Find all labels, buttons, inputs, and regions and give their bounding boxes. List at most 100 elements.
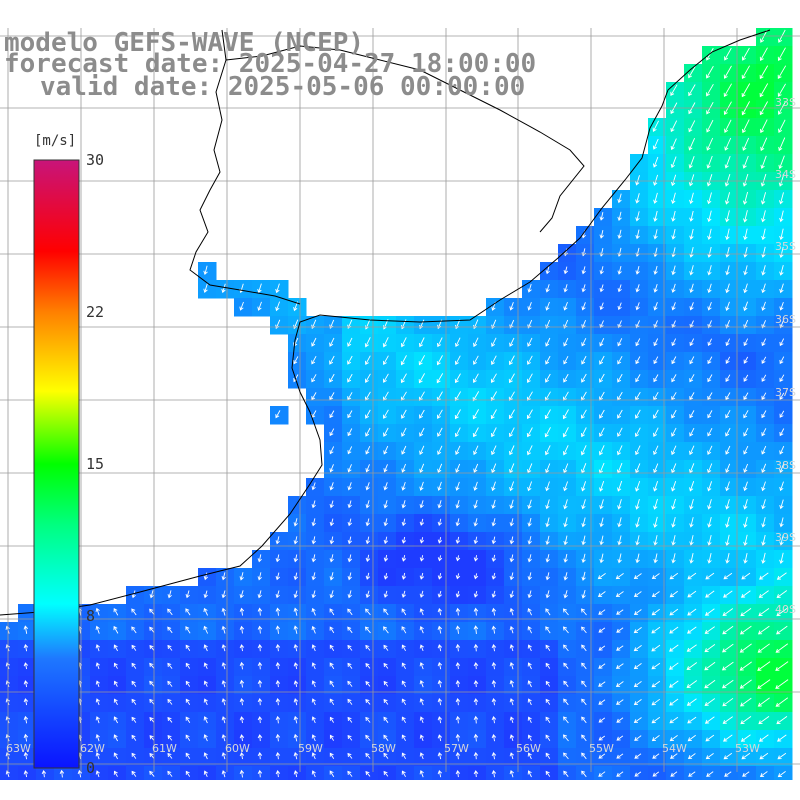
wind-arrow bbox=[167, 662, 173, 669]
wind-speed-cell bbox=[396, 424, 415, 443]
wind-speed-cell bbox=[522, 424, 541, 443]
wind-speed-cell bbox=[216, 280, 235, 299]
wind-arrow bbox=[686, 698, 697, 706]
wind-speed-cell bbox=[612, 424, 631, 443]
colorbar-tick-30: 30 bbox=[86, 151, 105, 169]
wind-arrow bbox=[741, 47, 750, 61]
wind-arrow bbox=[617, 302, 622, 311]
wind-arrow bbox=[275, 572, 281, 581]
wind-arrow bbox=[761, 228, 766, 241]
wind-arrow bbox=[347, 464, 352, 473]
wind-speed-cell bbox=[684, 622, 703, 641]
wind-arrow bbox=[581, 680, 587, 688]
wind-arrow bbox=[329, 734, 334, 741]
wind-speed-cell bbox=[738, 730, 757, 749]
wind-speed-cell bbox=[702, 730, 721, 749]
wind-arrow bbox=[365, 500, 370, 509]
wind-arrow bbox=[329, 608, 335, 616]
wind-arrow bbox=[401, 752, 406, 760]
wind-arrow bbox=[257, 625, 263, 634]
wind-arrow bbox=[401, 500, 406, 509]
wind-arrow bbox=[491, 607, 497, 616]
wind-arrow bbox=[580, 445, 587, 456]
wind-arrow bbox=[597, 591, 606, 597]
wind-speed-cell bbox=[414, 370, 433, 389]
wind-arrow bbox=[113, 698, 118, 706]
wind-arrow bbox=[760, 173, 767, 187]
wind-arrow bbox=[167, 716, 173, 723]
wind-arrow bbox=[257, 572, 262, 581]
wind-speed-cell bbox=[756, 748, 775, 767]
wind-speed-cell bbox=[270, 640, 289, 659]
wind-speed-cell bbox=[612, 766, 631, 780]
wind-arrow bbox=[95, 644, 100, 652]
wind-arrow bbox=[329, 554, 334, 563]
wind-speed-cell bbox=[702, 370, 721, 389]
wind-arrow bbox=[653, 463, 659, 474]
wind-speed-cell bbox=[396, 316, 415, 335]
wind-speed-cell bbox=[630, 370, 649, 389]
wind-speed-cell bbox=[648, 424, 667, 443]
wind-speed-cell bbox=[432, 316, 451, 335]
wind-arrow bbox=[185, 698, 191, 705]
wind-arrow bbox=[617, 427, 623, 437]
wind-arrow bbox=[454, 355, 461, 366]
wind-speed-cell bbox=[558, 298, 577, 317]
wind-speed-cell bbox=[702, 154, 721, 173]
wind-speed-cell bbox=[666, 280, 685, 299]
wind-arrow bbox=[473, 463, 479, 473]
wind-speed-cell bbox=[378, 370, 397, 389]
colorbar-unit: [m/s] bbox=[34, 133, 77, 149]
wind-arrow bbox=[688, 138, 696, 151]
wind-speed-cell bbox=[378, 460, 397, 479]
wind-arrow bbox=[634, 735, 642, 741]
wind-arrow bbox=[599, 338, 605, 347]
wind-speed-cell bbox=[612, 622, 631, 641]
wind-arrow bbox=[581, 662, 587, 670]
wind-speed-cell bbox=[558, 370, 577, 389]
wind-arrow bbox=[722, 716, 733, 724]
wind-arrow bbox=[581, 571, 586, 581]
wind-speed-cell bbox=[270, 406, 289, 425]
wind-arrow bbox=[743, 481, 748, 492]
wind-arrow bbox=[437, 752, 443, 760]
wind-arrow bbox=[653, 174, 659, 186]
wind-arrow bbox=[509, 698, 514, 706]
wind-arrow bbox=[347, 680, 353, 687]
wind-speed-cell bbox=[666, 262, 685, 281]
wind-arrow bbox=[581, 626, 587, 634]
wind-speed-cell bbox=[450, 748, 469, 767]
wind-arrow bbox=[329, 572, 334, 581]
wind-speed-cell bbox=[468, 694, 487, 713]
wind-speed-cell bbox=[18, 622, 37, 641]
wind-arrow bbox=[563, 662, 569, 669]
wind-speed-cell bbox=[342, 370, 361, 389]
wind-arrow bbox=[779, 228, 784, 241]
wind-speed-cell bbox=[594, 640, 613, 659]
wind-arrow bbox=[599, 355, 605, 365]
wind-speed-cell bbox=[738, 64, 757, 83]
wind-speed-cell bbox=[360, 460, 379, 479]
wind-speed-cell bbox=[738, 424, 757, 443]
wind-speed-cell bbox=[396, 712, 415, 731]
wind-speed-cell bbox=[414, 406, 433, 425]
wind-arrow bbox=[491, 355, 497, 366]
wind-arrow bbox=[705, 734, 715, 742]
wind-speed-cell bbox=[504, 352, 523, 371]
wind-arrow bbox=[743, 228, 748, 241]
wind-arrow bbox=[185, 608, 191, 616]
wind-speed-cell bbox=[576, 550, 595, 569]
wind-arrow bbox=[419, 427, 425, 437]
wind-arrow bbox=[722, 608, 734, 617]
wind-speed-cell bbox=[234, 748, 253, 767]
wind-speed-cell bbox=[666, 244, 685, 263]
wind-speed-cell bbox=[252, 676, 271, 695]
wind-arrow bbox=[59, 769, 65, 778]
lat-label: 39S bbox=[775, 531, 796, 544]
wind-arrow bbox=[149, 662, 155, 669]
wind-arrow bbox=[598, 771, 606, 777]
wind-arrow bbox=[633, 681, 642, 688]
wind-arrow bbox=[185, 662, 191, 669]
wind-speed-cell bbox=[666, 568, 685, 587]
wind-arrow bbox=[527, 499, 532, 510]
